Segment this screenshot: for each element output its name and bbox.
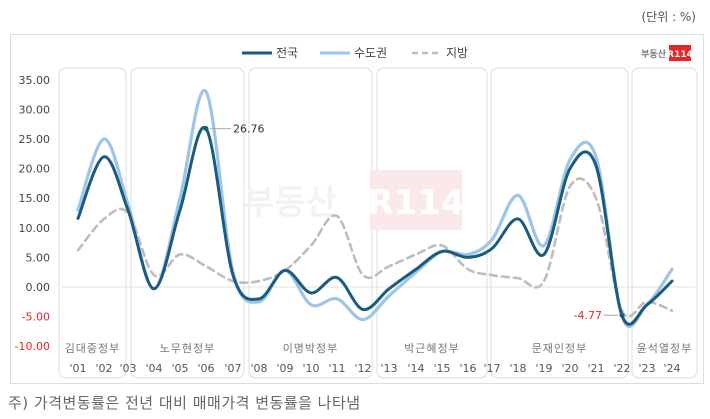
x-tick-label: '07	[224, 362, 241, 375]
x-tick-label: '22	[613, 362, 630, 375]
x-tick-label: '10	[302, 362, 319, 375]
x-tick-label: '17	[483, 362, 500, 375]
watermark-badge	[370, 170, 462, 230]
series-line-capital	[76, 88, 674, 328]
period-label: 노무현정부	[160, 342, 216, 355]
footnote: 주) 가격변동률은 전년 대비 매매가격 변동률을 나타냄	[8, 394, 361, 412]
x-tick-label: '12	[354, 362, 371, 375]
x-tick-label: '15	[433, 362, 450, 375]
x-tick-label: '04	[145, 362, 162, 375]
x-tick-label: '21	[587, 362, 604, 375]
x-tick-label: '09	[276, 362, 293, 375]
x-tick-label: '13	[380, 362, 397, 375]
x-tick-label: '23	[638, 362, 655, 375]
period-panel	[631, 67, 698, 379]
x-tick-label: '11	[328, 362, 345, 375]
period-panel	[490, 67, 629, 379]
brand-logo-text: 부동산	[641, 48, 667, 60]
x-tick-label: '24	[663, 362, 680, 375]
y-tick-label: 5.00	[26, 251, 51, 264]
period-label: 문재인정부	[532, 342, 588, 355]
unit-label: (단위 : %)	[641, 10, 696, 24]
series-line-national	[76, 125, 674, 326]
annotation-trough: -4.77	[574, 309, 602, 322]
y-tick-label: 25.00	[19, 133, 51, 146]
y-tick-label: 15.00	[19, 192, 51, 205]
x-tick-label: '20	[561, 362, 578, 375]
legend-national-label: 전국	[276, 46, 298, 60]
x-tick-label: '19	[535, 362, 552, 375]
brand-logo-badge	[669, 45, 691, 61]
period-label: 이명박정부	[283, 342, 339, 355]
x-tick-label: '02	[95, 362, 112, 375]
trough-marker	[619, 312, 625, 318]
x-tick-label: '06	[197, 362, 214, 375]
x-tick-label: '18	[509, 362, 526, 375]
y-tick-label: 30.00	[19, 103, 51, 116]
y-tick-label: 20.00	[19, 163, 51, 176]
x-tick-label: '01	[69, 362, 86, 375]
x-tick-label: '05	[171, 362, 188, 375]
y-tick-label: 0.00	[26, 281, 51, 294]
y-tick-label: -5.00	[22, 311, 50, 324]
period-label: 김대중정부	[65, 342, 121, 355]
legend-regional-label: 지방	[446, 46, 468, 60]
period-label: 박근혜정부	[404, 342, 460, 355]
period-panel	[130, 67, 245, 379]
y-tick-label: 10.00	[19, 222, 51, 235]
peak-marker	[203, 126, 209, 132]
watermark-badge-text: R114	[367, 183, 464, 223]
series-line-regional	[76, 177, 674, 318]
y-tick-label: 35.00	[19, 74, 51, 87]
period-panel	[248, 67, 373, 379]
annotation-peak: 26.76	[233, 123, 265, 136]
x-tick-label: '16	[459, 362, 476, 375]
x-tick-label: '14	[407, 362, 424, 375]
watermark-text: 부동산	[243, 183, 337, 223]
legend-capital-label: 수도권	[354, 46, 387, 60]
period-panel	[58, 67, 127, 379]
y-tick-label: -10.00	[15, 340, 50, 353]
x-tick-label: '03	[119, 362, 136, 375]
brand-logo-badge-text: R114	[667, 50, 693, 60]
x-tick-label: '08	[250, 362, 267, 375]
period-label: 윤석열정부	[637, 342, 693, 355]
